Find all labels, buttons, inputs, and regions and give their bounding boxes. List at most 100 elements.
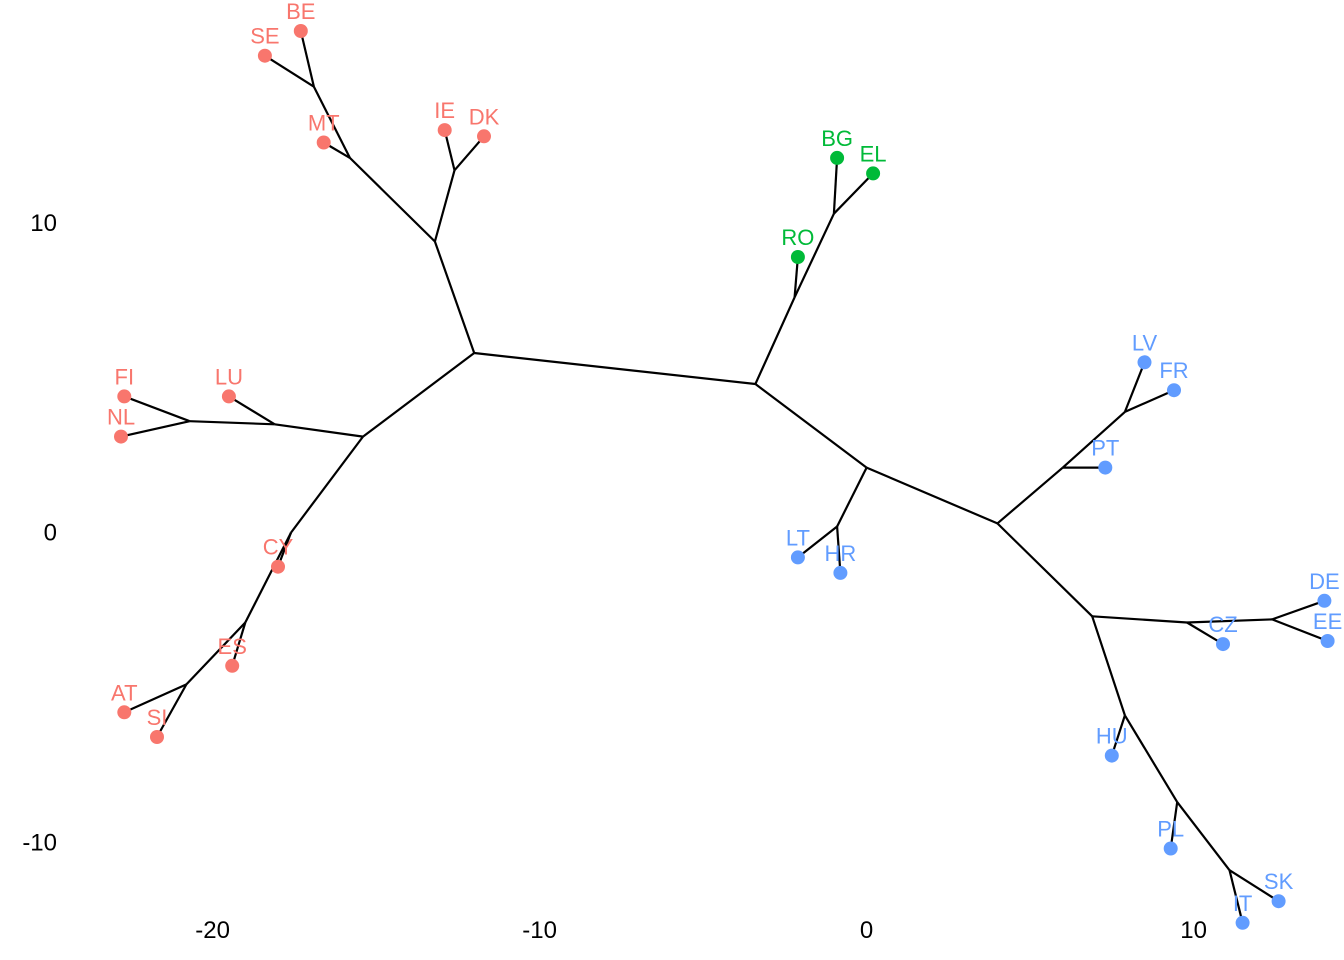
- leaf-point-it: [1235, 915, 1250, 930]
- x-tick-label: -20: [195, 917, 230, 944]
- leaf-label-de: DE: [1309, 569, 1340, 594]
- tree-edge: [290, 435, 364, 534]
- tree-edge: [866, 466, 998, 525]
- leaf-point-lu: [221, 389, 236, 404]
- tree-edge: [1169, 801, 1179, 849]
- y-axis-ticks: 10 0 -10: [22, 210, 57, 856]
- tree-edge: [474, 351, 756, 386]
- leaf-point-fi: [117, 389, 132, 404]
- y-tick-label: -10: [22, 829, 57, 856]
- tree-edge: [1228, 869, 1244, 924]
- x-tick-label: 0: [860, 917, 873, 944]
- leaf-point-hr: [833, 565, 848, 580]
- leaf-label-lt: LT: [786, 525, 810, 550]
- leaf-label-se: SE: [250, 24, 279, 49]
- leaf-label-sk: SK: [1264, 869, 1294, 894]
- leaf-point-pt: [1098, 460, 1113, 475]
- leaf-point-nl: [114, 429, 128, 444]
- y-tick-label: 10: [30, 210, 57, 237]
- tree-edge: [1176, 801, 1231, 871]
- x-tick-label: -10: [522, 917, 557, 944]
- tree-edge: [349, 157, 436, 243]
- tree-edge: [1123, 361, 1146, 413]
- leaf-label-lu: LU: [215, 364, 243, 389]
- leaf-point-cz: [1216, 637, 1230, 652]
- tree-edge: [123, 395, 191, 423]
- tree-edge: [299, 30, 315, 87]
- tree-edge: [996, 466, 1064, 525]
- leaf-point-mt: [316, 135, 331, 150]
- leaf-label-ee: EE: [1313, 609, 1342, 634]
- tree-edge: [453, 135, 485, 172]
- leaf-label-nl: NL: [107, 405, 135, 430]
- tree-edge: [797, 525, 838, 559]
- leaf-point-ie: [437, 123, 452, 138]
- tree-edge: [244, 532, 292, 623]
- tree-edge: [1123, 714, 1179, 803]
- tree-edge: [362, 352, 475, 438]
- leaf-points: [114, 24, 1335, 930]
- leaf-label-es: ES: [218, 634, 247, 659]
- leaf-label-pl: PL: [1157, 817, 1184, 842]
- leaf-label-cz: CZ: [1208, 612, 1237, 637]
- leaf-point-hu: [1104, 748, 1119, 763]
- leaf-point-de: [1317, 593, 1332, 608]
- tree-edge: [1271, 618, 1328, 643]
- leaf-label-fi: FI: [115, 364, 135, 389]
- leaf-label-lv: LV: [1132, 330, 1158, 355]
- tree-edge: [754, 383, 868, 469]
- tree-edge: [120, 420, 190, 438]
- leaf-point-es: [225, 658, 240, 673]
- tree-edge: [264, 54, 315, 88]
- tree-edge: [312, 86, 351, 159]
- tree-edge: [833, 172, 874, 215]
- tree-edge: [433, 170, 456, 242]
- leaf-label-el: EL: [860, 141, 887, 166]
- leaf-label-bg: BG: [821, 126, 853, 151]
- leaf-point-lt: [790, 550, 805, 565]
- leaf-label-at: AT: [111, 680, 137, 705]
- leaf-label-mt: MT: [308, 111, 340, 136]
- leaf-point-ee: [1320, 634, 1335, 648]
- tree-edge: [228, 395, 276, 426]
- leaf-point-pl: [1163, 841, 1178, 856]
- y-tick-label: 0: [44, 520, 57, 547]
- leaf-label-cy: CY: [263, 535, 294, 560]
- tree-edge: [185, 621, 247, 686]
- tree-edge: [1110, 715, 1126, 756]
- tree-edge: [836, 526, 842, 573]
- tree-edge: [1124, 389, 1175, 413]
- leaf-point-bg: [830, 150, 845, 165]
- leaf-point-lv: [1137, 355, 1152, 370]
- leaf-point-ro: [790, 250, 805, 264]
- x-axis-ticks: -20 -10 0 10: [195, 917, 1207, 944]
- tree-edge: [1271, 599, 1325, 621]
- leaf-label-fr: FR: [1159, 358, 1188, 383]
- leaf-point-el: [866, 166, 881, 181]
- leaf-label-ie: IE: [434, 98, 455, 123]
- tree-edge: [231, 622, 247, 667]
- tree-edge: [793, 213, 835, 298]
- tree-edge: [1091, 615, 1126, 716]
- tree-edge: [274, 423, 364, 438]
- leaf-label-si: SI: [147, 705, 168, 730]
- tree-edges: [120, 30, 1328, 924]
- leaf-label-be: BE: [286, 0, 315, 24]
- tree-edge: [754, 296, 796, 385]
- tree-edge: [156, 683, 188, 738]
- leaf-point-dk: [477, 129, 491, 144]
- leaf-point-sk: [1271, 894, 1286, 909]
- leaf-point-be: [293, 24, 308, 38]
- leaf-point-si: [150, 730, 164, 744]
- leaf-label-ro: RO: [781, 225, 814, 250]
- leaf-label-pt: PT: [1091, 436, 1119, 461]
- leaf-label-hr: HR: [825, 541, 857, 566]
- leaf-label-hu: HU: [1096, 724, 1128, 749]
- leaf-point-se: [257, 48, 272, 63]
- x-tick-label: 10: [1180, 917, 1207, 944]
- tree-edge: [123, 683, 187, 714]
- tree-edge: [433, 241, 476, 354]
